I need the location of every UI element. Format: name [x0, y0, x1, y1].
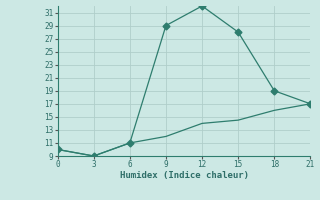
X-axis label: Humidex (Indice chaleur): Humidex (Indice chaleur): [119, 171, 249, 180]
